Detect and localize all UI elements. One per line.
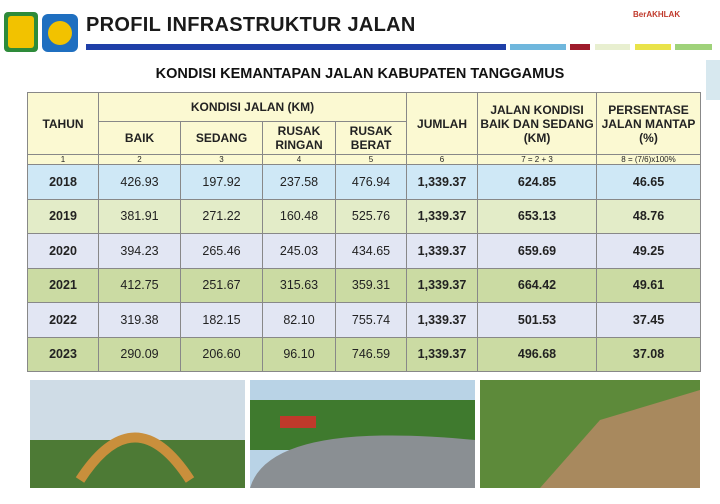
table-cell: 37.08 [596,336,702,372]
table-cell: 2019 [27,198,99,234]
table-cell: 2018 [27,164,99,200]
table-cell: 525.76 [334,198,408,234]
table-cell: 746.59 [334,336,408,372]
table-cell: 160.48 [262,198,336,234]
photo-road [250,380,475,488]
table-cell: 245.03 [262,233,336,269]
table-cell: 476.94 [334,164,408,200]
table-cell: 1,339.37 [406,302,479,338]
table-cell: 206.60 [180,336,263,372]
table-cell: 1,339.37 [406,233,479,269]
table-cell: 1,339.37 [406,336,479,372]
table-cell: 319.38 [98,302,181,338]
page-title: PROFIL INFRASTRUKTUR JALAN [86,14,416,36]
table-cell: 2020 [27,233,99,269]
logo-inner [8,16,34,48]
table-row: 2018 426.93 197.92 237.58 476.94 1,339.37 624.… [27,164,702,200]
color-strip [675,44,712,50]
table-cell: 182.15 [180,302,263,338]
table-cell: 624.85 [477,164,598,200]
table-title: KONDISI KEMANTAPAN JALAN KABUPATEN TANGG… [155,66,565,82]
table-cell: 251.67 [180,267,263,303]
table-row: 2021 412.75 251.67 315.63 359.31 1,339.37 664.… [27,267,702,303]
photo-gate [30,380,245,488]
table-cell: 1,339.37 [406,164,479,200]
table-cell: 48.76 [596,198,702,234]
table-cell: 496.68 [477,336,598,372]
header-cell: JALAN KONDISI BAIK DAN SEDANG (KM) [477,92,598,155]
table-row: 2020 394.23 265.46 245.03 434.65 1,339.37 659.… [27,233,702,269]
header-cell: KONDISI JALAN (KM) [97,92,408,122]
column-number: 6 [406,154,479,165]
table: TAHUN KONDISI JALAN (KM) JUMLAH JALAN KO… [27,92,702,372]
column-number: 1 [27,154,99,165]
table-cell: 49.25 [596,233,702,269]
table-cell: 197.92 [180,164,263,200]
table-row: 2022 319.38 182.15 82.10 755.74 1,339.37 501.5… [27,302,702,338]
table-cell: 315.63 [262,267,336,303]
badge: BerAKHLAK [633,10,681,19]
column-number: 4 [262,154,336,165]
side-photo [706,60,720,100]
table-cell: 2022 [27,302,99,338]
color-strip [570,44,590,50]
table-cell: 664.42 [477,267,598,303]
column-number: 3 [180,154,263,165]
header-cell: RUSAK RINGAN [262,121,336,155]
table-cell: 653.13 [477,198,598,234]
table-cell: 359.31 [334,267,408,303]
table-cell: 2023 [27,336,99,372]
table-cell: 659.69 [477,233,598,269]
table-cell: 271.22 [180,198,263,234]
table-cell: 755.74 [334,302,408,338]
header-cell: BAIK [98,121,181,155]
table-cell: 46.65 [596,164,702,200]
table-cell: 381.91 [98,198,181,234]
table-cell: 394.23 [98,233,181,269]
table-cell: 501.53 [477,302,598,338]
table-cell: 1,339.37 [406,198,479,234]
header-cell: SEDANG [180,121,263,155]
table-cell: 2021 [27,267,99,303]
logo-pu-inner [48,21,72,45]
color-strip [510,44,566,50]
table-cell: 290.09 [98,336,181,372]
table-cell: 1,339.37 [406,267,479,303]
table-cell: 434.65 [334,233,408,269]
table-cell: 412.75 [98,267,181,303]
title-bar [86,44,506,50]
color-strip [595,44,630,50]
header-cell: TAHUN [27,92,99,155]
table-cell: 237.58 [262,164,336,200]
color-strip [635,44,671,50]
table-cell: 49.61 [596,267,702,303]
column-number: 8 = (7/6)x100% [596,154,702,165]
photo-landslide [480,380,700,488]
table-cell: 96.10 [262,336,336,372]
column-number: 5 [334,154,408,165]
table-cell: 82.10 [262,302,336,338]
header-cell: JUMLAH [406,92,479,155]
column-number: 2 [98,154,181,165]
header-cell: PERSENTASE JALAN MANTAP (%) [596,92,702,155]
table-row: 2019 381.91 271.22 160.48 525.76 1,339.37 653.… [27,198,702,234]
table-cell: 37.45 [596,302,702,338]
column-number: 7 = 2 + 3 [477,154,598,165]
table-row: 2023 290.09 206.60 96.10 746.59 1,339.37 496.6… [27,336,702,372]
table-cell: 265.46 [180,233,263,269]
table-cell: 426.93 [98,164,181,200]
header-cell: RUSAK BERAT [334,121,408,155]
